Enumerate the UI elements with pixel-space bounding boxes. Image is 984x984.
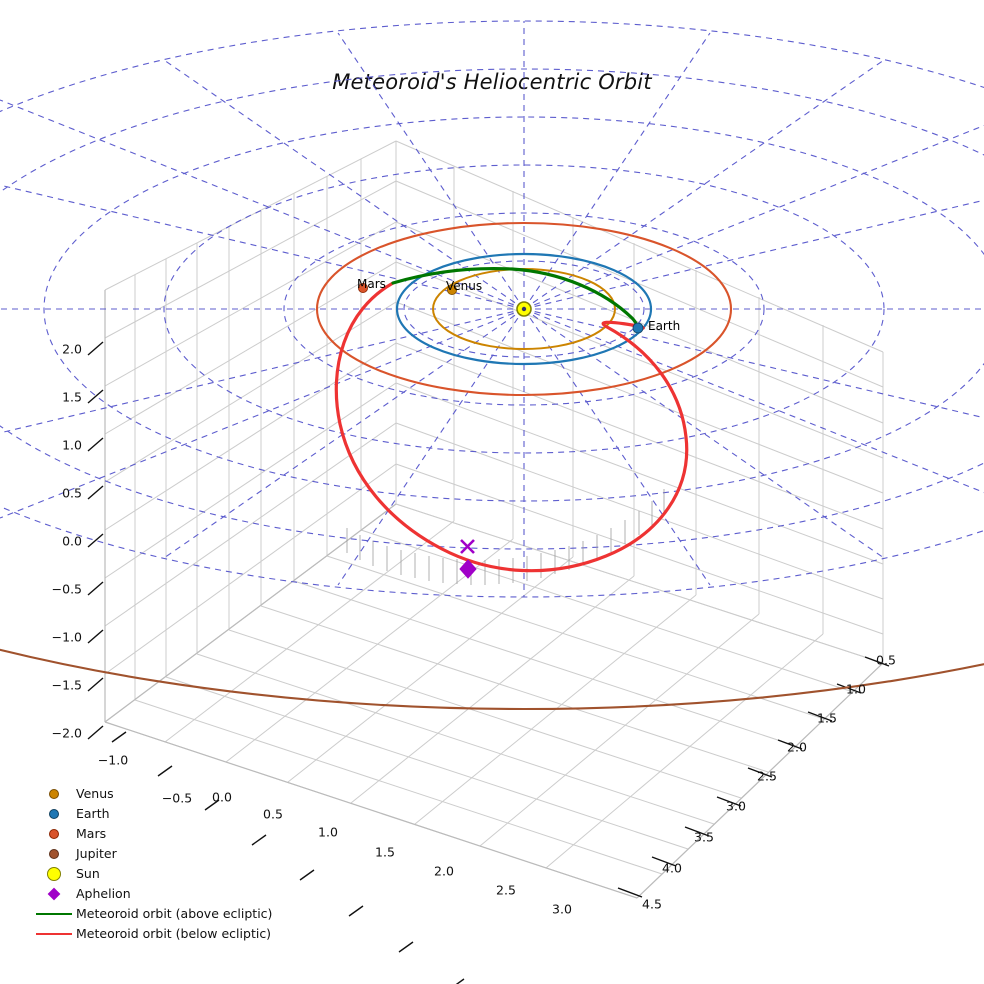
x-tick-label: 3.0 — [552, 901, 572, 917]
legend-label: Sun — [76, 866, 100, 881]
legend-label: Mars — [76, 826, 107, 841]
label-earth: Earth — [648, 319, 681, 333]
aphelion-diamond-icon — [32, 884, 76, 904]
polar-grid — [0, 20, 984, 598]
x-tick-label: −1.0 — [97, 752, 129, 768]
red-line-icon — [32, 924, 76, 944]
x-tick-label: 2.5 — [496, 882, 516, 898]
legend-label: Venus — [76, 786, 114, 801]
y-tick-label: 1.5 — [817, 710, 837, 726]
legend-item-venus: Venus — [32, 784, 302, 804]
z-tick-label: −0.5 — [51, 581, 82, 597]
y-tick-label: 4.5 — [642, 896, 662, 912]
y-tick-label: 3.5 — [694, 829, 714, 845]
label-mars: Mars — [357, 277, 386, 291]
legend-label: Jupiter — [76, 846, 117, 861]
legend-item-orbit-below: Meteoroid orbit (below ecliptic) — [32, 924, 302, 944]
green-line-icon — [32, 904, 76, 924]
orbit-droplines — [346, 489, 665, 585]
z-tick-label: 2.0 — [62, 341, 82, 357]
z-tick-label: 1.0 — [62, 437, 82, 453]
earth-marker — [632, 322, 644, 334]
meteoroid-orbit-above — [391, 266, 640, 330]
x-tick-label: 0.5 — [263, 806, 283, 822]
venus-marker — [446, 284, 457, 295]
y-tick-label: 2.0 — [787, 739, 807, 755]
legend-item-orbit-above: Meteoroid orbit (above ecliptic) — [32, 904, 302, 924]
z-tick-label: −1.5 — [51, 677, 82, 693]
z-tick-label: −2.0 — [51, 725, 82, 741]
y-tick-label: 1.0 — [846, 681, 866, 697]
mars-dot-icon — [32, 824, 76, 844]
venus-dot-icon — [32, 784, 76, 804]
earth-dot-icon — [32, 804, 76, 824]
x-tick-marks — [111, 731, 465, 984]
legend-label: Meteoroid orbit (below ecliptic) — [76, 926, 272, 941]
legend-label: Aphelion — [76, 886, 131, 901]
legend-label: Earth — [76, 806, 110, 821]
legend-item-aphelion: Aphelion — [32, 884, 302, 904]
legend-item-earth: Earth — [32, 804, 302, 824]
y-tick-label: 4.0 — [662, 860, 682, 876]
jupiter-orbit — [0, 648, 984, 710]
mars-marker — [357, 282, 368, 293]
jupiter-dot-icon — [32, 844, 76, 864]
z-tick-label: 0.5 — [62, 485, 82, 501]
legend: Venus Earth Mars Jupiter Sun — [32, 784, 302, 944]
z-tick-label: 1.5 — [62, 389, 82, 405]
sun-marker — [516, 301, 532, 317]
aphelion-marker — [459, 539, 477, 579]
y-tick-marks — [617, 656, 890, 898]
mars-orbit — [315, 221, 733, 397]
page-title: Meteoroid's Heliocentric Orbit — [332, 70, 652, 94]
x-tick-label: 1.5 — [375, 844, 395, 860]
x-tick-label: 0.0 — [212, 789, 232, 805]
x-tick-label: −0.5 — [161, 790, 193, 806]
y-tick-label: 0.5 — [876, 652, 896, 668]
x-tick-label: 2.0 — [434, 863, 454, 879]
z-tick-label: 0.0 — [62, 533, 82, 549]
z-tick-label: −1.0 — [51, 629, 82, 645]
label-venus: Venus — [446, 279, 483, 293]
axes-spines — [104, 290, 884, 899]
planet-markers — [357, 282, 644, 334]
meteoroid-orbit-below — [334, 281, 689, 573]
legend-label: Meteoroid orbit (above ecliptic) — [76, 906, 273, 921]
y-tick-label: 3.0 — [726, 798, 746, 814]
legend-item-sun: Sun — [32, 864, 302, 884]
legend-item-jupiter: Jupiter — [32, 844, 302, 864]
legend-item-mars: Mars — [32, 824, 302, 844]
sun-dot-icon — [32, 864, 76, 884]
earth-orbit — [395, 252, 653, 366]
y-tick-label: 2.5 — [757, 768, 777, 784]
x-tick-label: 1.0 — [318, 824, 338, 840]
z-tick-marks — [87, 341, 104, 740]
